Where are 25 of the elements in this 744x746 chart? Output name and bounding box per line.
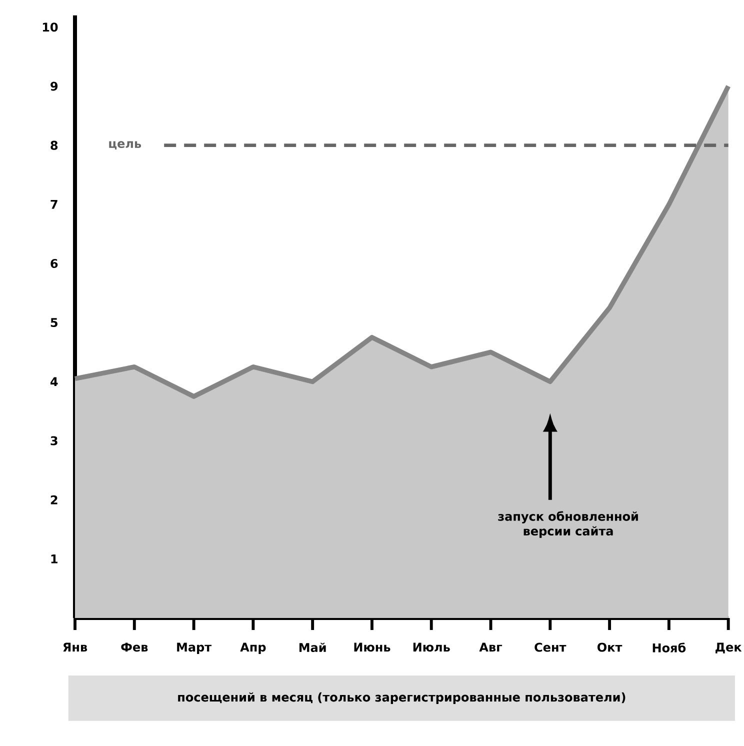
y-tick-label: 8 [50,140,58,150]
y-tick-label: 3 [50,436,58,446]
x-axis-title: посещений в месяц (только зарегистрированные пользователи) [178,692,626,704]
x-tick-label: Нояб [652,642,686,652]
y-tick-label: 2 [50,495,58,504]
x-tick-label: Май [299,642,326,652]
x-tick-label: Окт [598,642,622,652]
y-tick-label: 1 [51,554,58,564]
y-tick-label: 6 [50,258,58,268]
x-tick-label: Июнь [354,642,390,652]
y-tick-label: 5 [50,318,58,328]
x-tick-label: Март [177,642,212,654]
y-tick-label: 10 [42,22,58,32]
ref-line-label: цель [109,141,142,150]
x-tick-label: Авг [479,642,502,652]
x-tick-label: Дек [716,642,742,654]
y-tick-label: 9 [50,82,58,91]
x-tick-label: Апр [240,642,266,654]
x-tick-label: Фев [121,642,148,652]
x-tick-label: Июль [413,642,450,652]
x-tick-label: Сент [534,642,566,652]
annotation: запуск обновленной версии сайта [498,511,638,538]
y-tick-label: 7 [50,200,58,209]
y-tick-label: 4 [50,377,58,386]
x-tick-label: Янв [63,642,88,652]
